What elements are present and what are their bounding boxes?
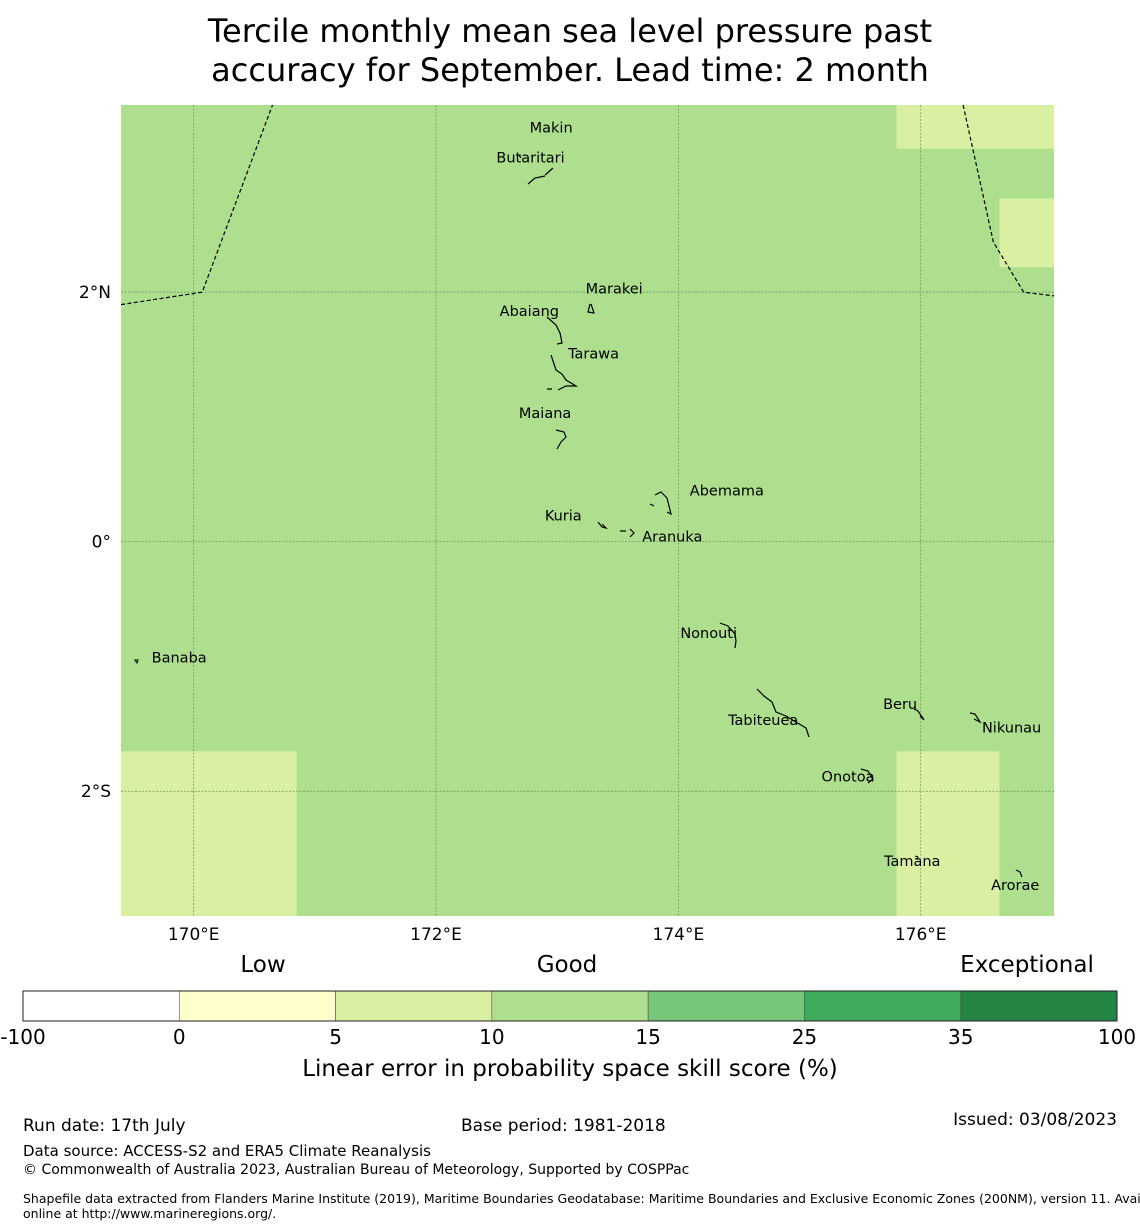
shapefile-credit-line-2: online at http://www.marineregions.org/.	[23, 1206, 277, 1221]
island-tabiteuea	[756, 688, 810, 738]
colorbar-tick-labels: -100 0 5 10 15 25 35 100	[0, 1025, 1136, 1049]
colorbar-bin-4	[647, 990, 805, 1022]
colorbar-bin-3	[491, 990, 649, 1022]
island-kuria	[597, 521, 608, 530]
island-makin	[518, 154, 554, 185]
colorbar-bin-6	[960, 990, 1118, 1022]
skill-cell-3	[896, 751, 1000, 916]
place-label-marakei: Marakei	[586, 281, 643, 297]
island-maiana	[555, 429, 567, 450]
place-label-nikunau: Nikunau	[982, 721, 1041, 737]
colorbar-bin-1	[178, 990, 336, 1022]
colorbar-tick-label: 25	[792, 1025, 817, 1049]
colorbar-legend: Low Good Exceptional -100 0 5 10 15 25 35 100 L…	[0, 952, 1136, 1082]
place-label-maiana: Maiana	[519, 406, 571, 422]
skill-grid	[121, 105, 1054, 916]
lon-tick-label: 172°E	[410, 925, 462, 945]
legend-good-label: Good	[537, 952, 598, 978]
place-label-aranuka: Aranuka	[642, 530, 702, 546]
shapefile-credit-line-1: Shapefile data extracted from Flanders M…	[23, 1191, 1140, 1206]
colorbar-tick-label: -100	[0, 1025, 45, 1049]
eez-boundaries	[120, 104, 1055, 306]
colorbar-tick-label: 15	[635, 1025, 660, 1049]
lon-tick-label: 176°E	[895, 925, 947, 945]
island-tamana	[914, 855, 919, 861]
eez-boundary-0	[120, 104, 274, 306]
colorbar-bin-5	[804, 990, 962, 1022]
axis-tick-labels: 170°E 172°E 174°E 176°E 2°N 0° 2°S	[79, 283, 947, 945]
island-beru	[913, 708, 925, 721]
colorbar-frame	[22, 990, 1118, 1022]
island-aranuka	[620, 528, 635, 538]
colorbar-bin-0	[22, 990, 180, 1022]
title-line-1: Tercile monthly mean sea level pressure …	[207, 12, 933, 50]
map: Makin Butaritari Marakei Abaiang Tarawa Maian…	[79, 104, 1055, 945]
shapefile-credit: Shapefile data extracted from Flanders M…	[23, 1191, 1140, 1221]
skill-cell-2	[121, 751, 297, 916]
colorbar-bin-2	[335, 990, 493, 1022]
legend-low-label: Low	[240, 952, 285, 978]
colorbar-tick-label: 35	[948, 1025, 973, 1049]
colorbar-tick-label: 0	[173, 1025, 186, 1049]
island-tarawa	[547, 354, 579, 391]
place-label-abaiang: Abaiang	[500, 304, 559, 320]
place-label-banaba: Banaba	[152, 651, 207, 667]
island-abemama	[649, 491, 672, 516]
legend-exceptional-label: Exceptional	[960, 952, 1094, 978]
place-label-kuria: Kuria	[545, 508, 582, 524]
title-line-2: accuracy for September. Lead time: 2 mon…	[211, 51, 929, 89]
colorbar-tick-label: 5	[329, 1025, 342, 1049]
place-label-abemama: Abemama	[690, 484, 764, 500]
place-label-butaritari: Butaritari	[496, 150, 564, 166]
island-nikunau	[969, 712, 982, 724]
place-label-arorae: Arorae	[991, 878, 1039, 894]
island-onotoa	[860, 768, 874, 784]
skill-cell-1	[999, 198, 1054, 268]
place-label-tamana: Tamana	[883, 854, 940, 870]
place-label-tarawa: Tarawa	[567, 346, 619, 362]
run-date: Run date: 17th July	[23, 1116, 186, 1136]
lat-tick-label: 2°N	[79, 283, 111, 303]
colorbar-axis-label: Linear error in probability space skill …	[302, 1056, 838, 1082]
island-outlines	[134, 154, 1023, 878]
place-label-tabiteuea: Tabiteuea	[727, 713, 798, 729]
colorbar-bins	[22, 990, 1118, 1022]
lon-tick-label: 174°E	[653, 925, 705, 945]
copyright: © Commonwealth of Australia 2023, Austra…	[23, 1162, 690, 1178]
eez-boundary-1	[962, 104, 1055, 297]
island-nonouti	[719, 622, 737, 649]
colorbar-tick-label: 10	[479, 1025, 504, 1049]
place-label-nonouti: Nonouti	[680, 626, 737, 642]
place-label-makin: Makin	[530, 120, 573, 136]
lat-tick-label: 0°	[92, 533, 111, 553]
place-label-onotoa: Onotoa	[822, 769, 875, 785]
lon-tick-label: 170°E	[168, 925, 220, 945]
colorbar-tick-label: 100	[1098, 1025, 1136, 1049]
graticule	[121, 105, 1054, 916]
chart-title: Tercile monthly mean sea level pressure …	[0, 12, 1140, 90]
island-abaiang	[546, 316, 563, 345]
base-period: Base period: 1981-2018	[461, 1116, 666, 1136]
place-labels: Makin Butaritari Marakei Abaiang Tarawa Maian…	[152, 120, 1042, 893]
lat-tick-label: 2°S	[81, 782, 111, 802]
data-source: Data source: ACCESS-S2 and ERA5 Climate …	[23, 1142, 431, 1160]
skill-cell-0	[896, 105, 1054, 149]
island-marakei	[587, 303, 595, 314]
island-banaba	[134, 659, 139, 665]
island-arorae	[1015, 869, 1023, 878]
place-label-beru: Beru	[883, 697, 917, 713]
issued-date: Issued: 03/08/2023	[953, 1110, 1117, 1130]
